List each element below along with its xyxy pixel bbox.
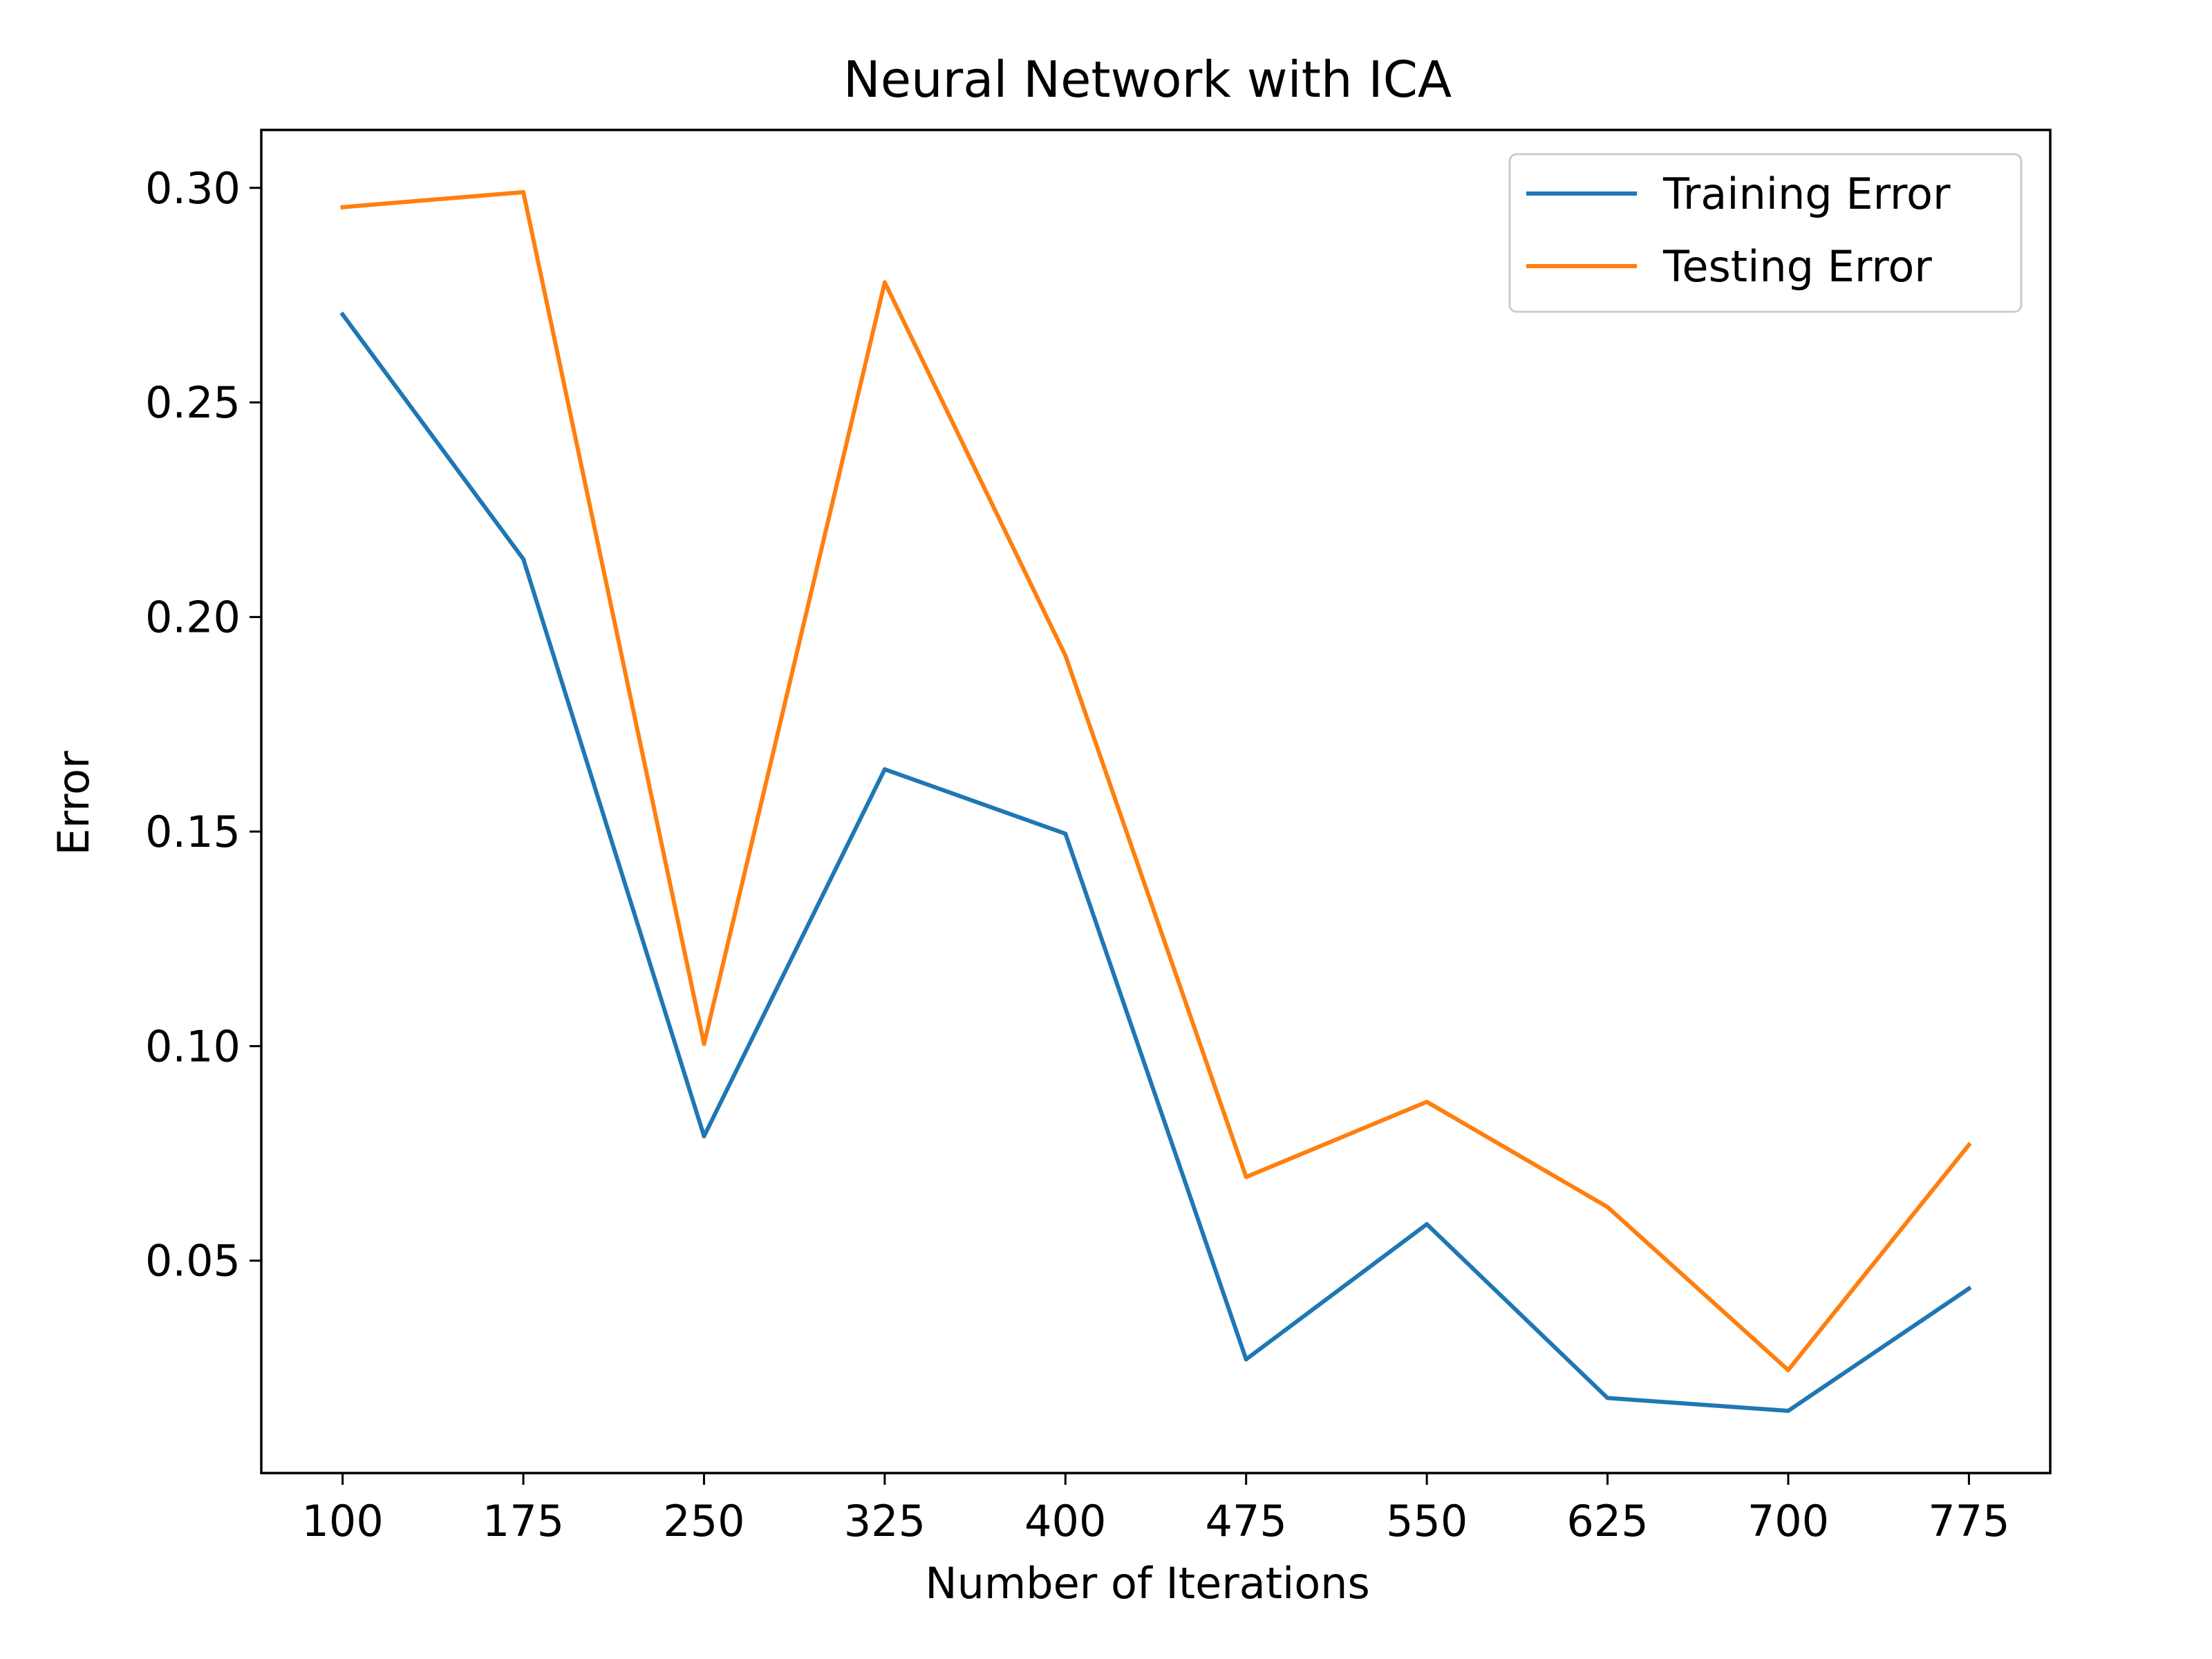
y-tick-label: 0.25 [145, 377, 241, 428]
x-tick-label: 550 [1386, 1496, 1468, 1546]
y-tick-label: 0.10 [145, 1021, 241, 1071]
x-tick-label: 250 [663, 1496, 744, 1546]
x-tick-label: 400 [1024, 1496, 1106, 1546]
series-line-testing-error [340, 190, 1972, 1372]
data-point [1244, 1174, 1248, 1179]
data-point [340, 205, 345, 209]
data-point [1785, 1409, 1790, 1413]
x-tick-label: 325 [844, 1496, 926, 1546]
y-tick-label: 0.15 [145, 807, 241, 857]
data-point [1967, 1286, 1971, 1291]
data-point [702, 1042, 706, 1047]
data-point [521, 556, 526, 561]
data-point [1605, 1205, 1610, 1210]
data-point [1425, 1222, 1430, 1226]
data-point [882, 767, 887, 771]
data-point [882, 280, 887, 285]
plot-frame [260, 129, 2052, 1474]
legend-box [1508, 153, 2023, 313]
data-point [1967, 1143, 1971, 1147]
data-point [1425, 1100, 1430, 1104]
y-tick-label: 0.30 [145, 163, 241, 214]
x-tick-label: 625 [1566, 1496, 1648, 1546]
legend-label: Testing Error [1662, 241, 1932, 292]
series-layer [339, 190, 1972, 1413]
chart-title: Neural Network with ICA [843, 50, 1452, 109]
legend: Training Error Testing Error [1508, 153, 2023, 313]
x-tick-label: 100 [301, 1496, 383, 1546]
plot-area [260, 129, 2052, 1474]
x-tick-label: 175 [482, 1496, 564, 1546]
data-point [702, 1134, 706, 1138]
x-tick-label: 700 [1747, 1496, 1829, 1546]
x-tick-label: 475 [1206, 1496, 1287, 1546]
y-tick-label: 0.05 [145, 1236, 241, 1286]
y-axis: 0.05 0.10 0.15 0.20 0.25 0.30 [145, 163, 261, 1286]
y-axis-label: Error [48, 751, 99, 856]
data-point [1063, 653, 1068, 658]
data-point [1605, 1396, 1610, 1400]
y-tick-label: 0.20 [145, 592, 241, 643]
data-point [1063, 832, 1068, 836]
plot-background [261, 130, 2050, 1473]
data-point [340, 312, 345, 317]
data-point [521, 190, 526, 194]
x-axis: 100 175 250 325 400 475 550 625 700 775 [301, 1473, 2010, 1546]
legend-label: Training Error [1662, 169, 1951, 219]
x-tick-label: 775 [1928, 1496, 2009, 1546]
data-point [1244, 1357, 1248, 1362]
series-line-training-error [339, 311, 1972, 1413]
data-point [1785, 1368, 1790, 1372]
x-axis-label: Number of Iterations [925, 1558, 1370, 1609]
